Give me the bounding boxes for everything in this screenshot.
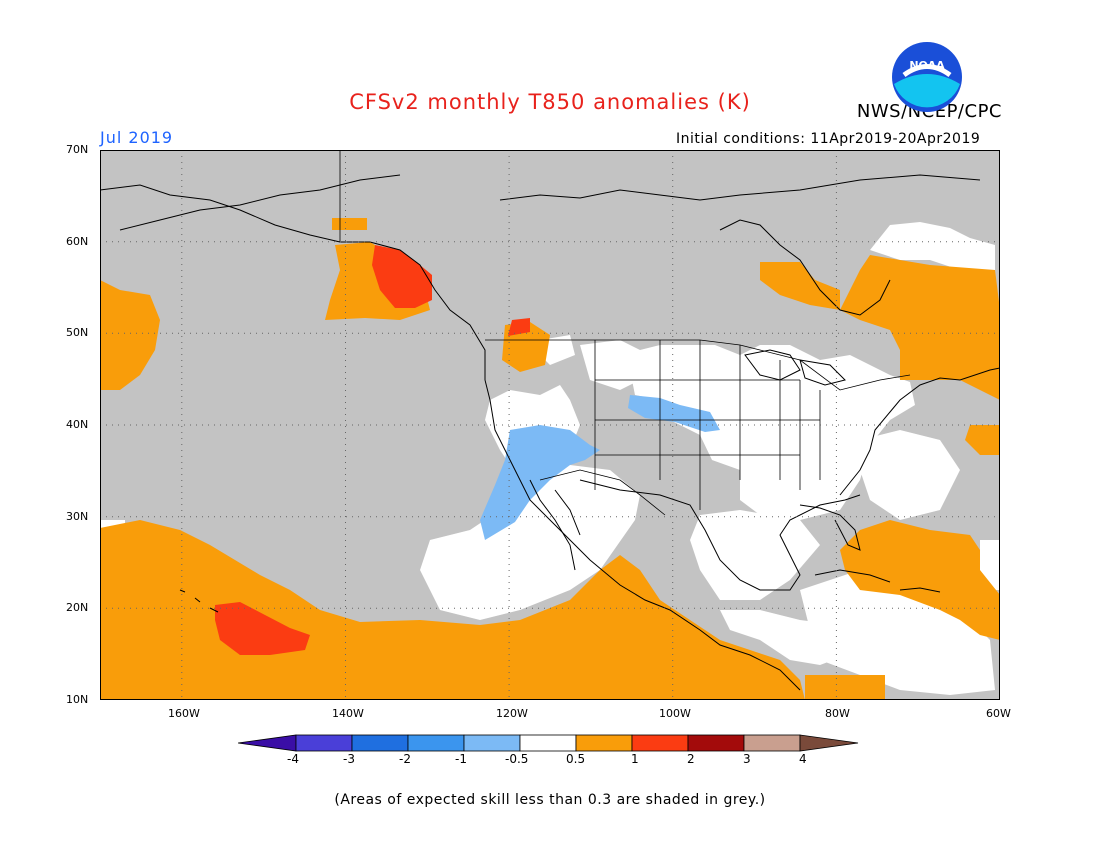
- lon-label-140w: 140W: [332, 707, 364, 720]
- colorbar-segment: [351, 734, 409, 752]
- colorbar-tick-4: 4: [799, 752, 807, 766]
- colorbar-segment: [519, 734, 577, 752]
- colorbar-tick-3: 3: [743, 752, 751, 766]
- colorbar-tick-neg1: -1: [455, 752, 467, 766]
- colorbar-tick-neg3: -3: [343, 752, 355, 766]
- colorbar-max-arrow: [799, 734, 859, 752]
- map-border: [100, 150, 1000, 700]
- lat-label-10n: 10N: [66, 693, 89, 706]
- colorbar-tick-1: 1: [631, 752, 639, 766]
- colorbar-segments: [238, 734, 859, 752]
- coastlines: [100, 174, 1000, 691]
- map-title: CFSv2 monthly T850 anomalies (K): [349, 90, 751, 114]
- colorbar-tick-neg4: -4: [287, 752, 299, 766]
- lon-label-80w: 80W: [825, 707, 850, 720]
- footnote: (Areas of expected skill less than 0.3 a…: [334, 792, 766, 808]
- initial-conditions: Initial conditions: 11Apr2019-20Apr2019: [676, 131, 981, 147]
- colorbar-tick-05: 0.5: [566, 752, 586, 766]
- lon-label-100w: 100W: [659, 707, 691, 720]
- lat-label-30n: 30N: [66, 510, 89, 523]
- noaa-logo-text: NOAA: [909, 59, 945, 72]
- colorbar-segment: [463, 734, 521, 752]
- political-borders: [339, 150, 911, 516]
- graticule: [100, 150, 1000, 700]
- lon-label-60w: 60W: [986, 707, 1011, 720]
- colorbar-segment: [687, 734, 745, 752]
- noaa-logo-icon: NOAA: [892, 42, 962, 112]
- cool-anomaly-regions: [480, 395, 720, 540]
- colorbar-tick-2: 2: [687, 752, 695, 766]
- colorbar-segment: [743, 734, 801, 752]
- lat-label-20n: 20N: [66, 601, 89, 614]
- strong-warm-anomaly-regions: [215, 245, 530, 655]
- lon-label-120w: 120W: [496, 707, 528, 720]
- lat-label-50n: 50N: [66, 326, 89, 339]
- colorbar-tick-neg2: -2: [399, 752, 411, 766]
- lat-label-70n: 70N: [66, 143, 89, 156]
- colorbar-segment: [575, 734, 633, 752]
- colorbar-segment: [407, 734, 465, 752]
- colorbar-segment: [631, 734, 689, 752]
- colorbar-tick-neg05: -0.5: [505, 752, 529, 766]
- lat-label-60n: 60N: [66, 235, 89, 248]
- colorbar: [238, 734, 859, 752]
- colorbar-min-arrow: [238, 734, 297, 752]
- lat-label-40n: 40N: [66, 418, 89, 431]
- colorbar-segment: [295, 734, 353, 752]
- forecast-month: Jul 2019: [100, 128, 174, 147]
- lon-label-160w: 160W: [168, 707, 200, 720]
- anomaly-map: [100, 150, 1000, 700]
